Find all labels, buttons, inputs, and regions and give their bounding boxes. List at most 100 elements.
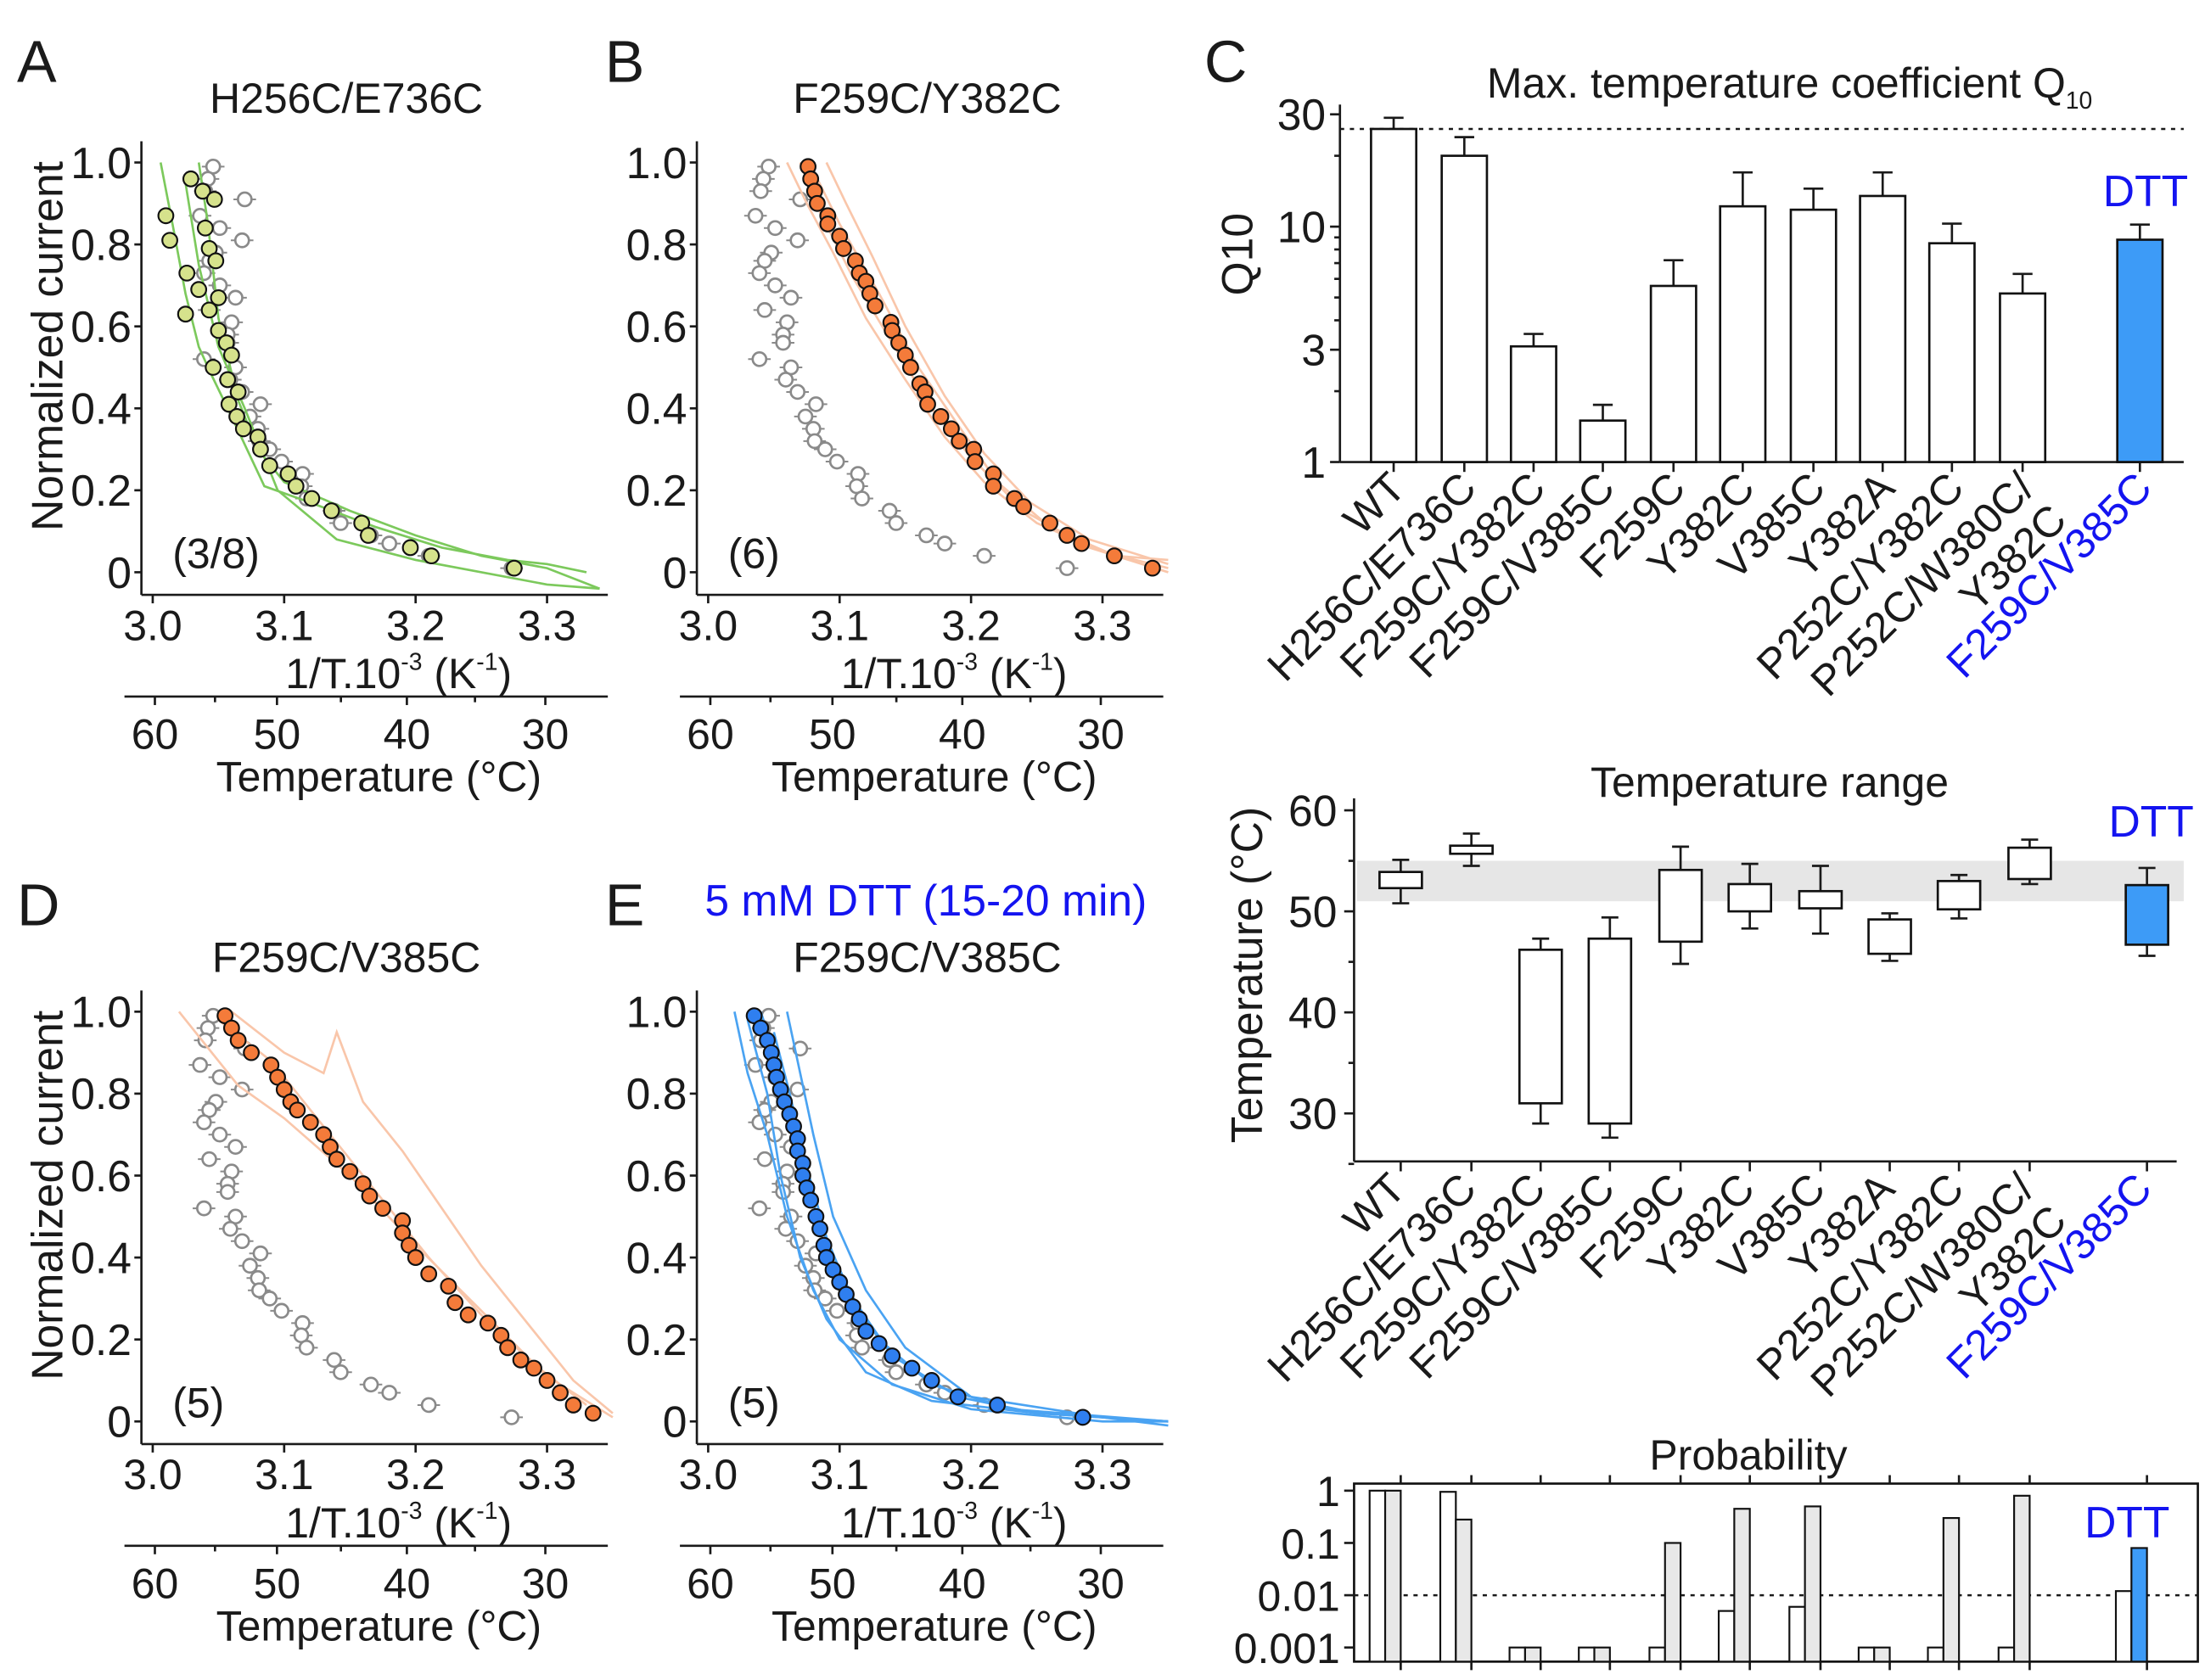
reference-point — [767, 277, 783, 294]
y-tick-label: 1 — [1301, 438, 1326, 487]
data-point — [819, 216, 837, 232]
y-tick-label: 0.8 — [70, 220, 132, 269]
reference-point — [888, 515, 905, 531]
n-count-label: (5) — [172, 1379, 224, 1426]
data-point — [1074, 1408, 1091, 1426]
temperature-tick-label: 30 — [522, 711, 569, 759]
y-tick-label: 1 — [1316, 1468, 1340, 1515]
reference-point — [197, 1032, 214, 1049]
reference-point — [888, 1364, 905, 1380]
reference-point — [362, 1376, 379, 1393]
data-point — [584, 1404, 602, 1422]
data-point — [200, 301, 218, 319]
data-point — [966, 453, 984, 470]
y-tick-label: 0.2 — [70, 1315, 132, 1364]
x-label-unit-exponent: -1 — [1032, 1497, 1053, 1524]
data-point — [361, 1187, 379, 1205]
range-box — [1936, 880, 1982, 911]
n-count-label: (5) — [728, 1379, 780, 1426]
panel-letter: A — [17, 29, 57, 95]
data-point — [301, 1113, 319, 1131]
temperature-tick-label: 30 — [1077, 1560, 1125, 1607]
reference-point — [192, 1056, 209, 1073]
x-label-close: ) — [1053, 650, 1068, 697]
reference-point — [854, 1340, 870, 1356]
y-axis-label: Q10 — [1213, 213, 1262, 296]
y-tick-label: 0.4 — [626, 384, 687, 434]
y-tick-label: 0.1 — [1281, 1520, 1339, 1568]
data-point — [360, 527, 377, 544]
probability-bar-white — [1717, 1610, 1736, 1663]
q10-bar — [1370, 127, 1418, 463]
reference-point — [854, 490, 870, 507]
data-point — [870, 1335, 888, 1352]
probability-bar-white — [1997, 1646, 2016, 1663]
y-tick-label: 0 — [107, 1397, 132, 1447]
temperature-axis-label: Temperature (°C) — [771, 1602, 1097, 1649]
y-tick-label: 0.6 — [70, 302, 132, 351]
data-point — [1106, 547, 1123, 565]
y-tick-label: 50 — [1288, 887, 1337, 936]
data-point — [802, 1191, 820, 1209]
reference-point — [918, 527, 934, 544]
x-label-exponent: -3 — [957, 1497, 978, 1524]
y-tick-label: 0.001 — [1234, 1625, 1340, 1672]
reference-point — [503, 1409, 520, 1425]
data-point — [989, 1397, 1007, 1414]
probability-bar-gray — [1523, 1646, 1542, 1663]
data-point — [287, 478, 305, 495]
probability-bar-white — [1927, 1646, 1944, 1663]
y-tick-label: 0.8 — [70, 1069, 132, 1118]
x-tick-label: 3.1 — [255, 1451, 313, 1498]
data-point — [857, 1323, 875, 1340]
temperature-tick-label: 30 — [1077, 711, 1125, 759]
reference-point — [211, 220, 228, 237]
reference-point — [756, 1151, 773, 1168]
chart-title: Probability — [1649, 1431, 1847, 1479]
y-tick-label: 0.6 — [70, 1151, 132, 1201]
reference-point — [273, 1302, 290, 1319]
data-point — [505, 559, 523, 577]
reference-point — [751, 350, 768, 367]
probability-bar-white — [1578, 1646, 1596, 1663]
reference-point — [789, 232, 806, 249]
plot-frame — [1353, 1482, 2199, 1663]
data-point — [341, 1162, 359, 1180]
x-label-base: 1/T.10 — [285, 650, 401, 697]
temperature-tick-label: 50 — [809, 1560, 856, 1607]
reference-point — [233, 232, 250, 249]
n-count-label: (3/8) — [172, 529, 260, 577]
reference-point — [333, 515, 349, 531]
temperature-tick-label: 50 — [254, 711, 301, 759]
reference-point — [333, 1364, 349, 1380]
probability-bar-white — [1368, 1489, 1387, 1663]
reference-point — [751, 1200, 768, 1217]
y-tick-label: 0.6 — [626, 302, 687, 351]
data-point — [949, 1388, 967, 1406]
x-label-close: ) — [497, 650, 512, 697]
reference-point — [219, 1184, 236, 1201]
temperature-tick-label: 40 — [939, 1560, 986, 1607]
x-label-unit-exponent: -1 — [476, 1497, 497, 1524]
q10-bar — [1440, 154, 1489, 463]
data-point — [901, 359, 919, 376]
reference-point — [828, 453, 845, 470]
reference-point — [251, 1282, 267, 1299]
data-point — [161, 232, 178, 249]
trace-line — [733, 1011, 1169, 1423]
reference-point — [227, 289, 244, 306]
reference-point — [806, 433, 823, 450]
reference-point — [326, 1352, 342, 1369]
reference-point — [881, 502, 898, 519]
data-point — [564, 1397, 582, 1414]
x-axis-label: 1/T.10-3 (K-1) — [841, 1497, 1068, 1547]
probability-chart: Probability 1 0.10.01 0.001 DTT — [1234, 1431, 2199, 1672]
reference-point — [767, 220, 783, 237]
probability-bar-white — [2114, 1590, 2133, 1663]
q10-bar — [1579, 419, 1627, 463]
y-axis-label: Temperature (°C) — [1222, 807, 1271, 1143]
x-tick-label: 3.0 — [123, 1451, 182, 1498]
reference-point — [783, 289, 800, 306]
y-tick-label: 40 — [1288, 988, 1337, 1037]
